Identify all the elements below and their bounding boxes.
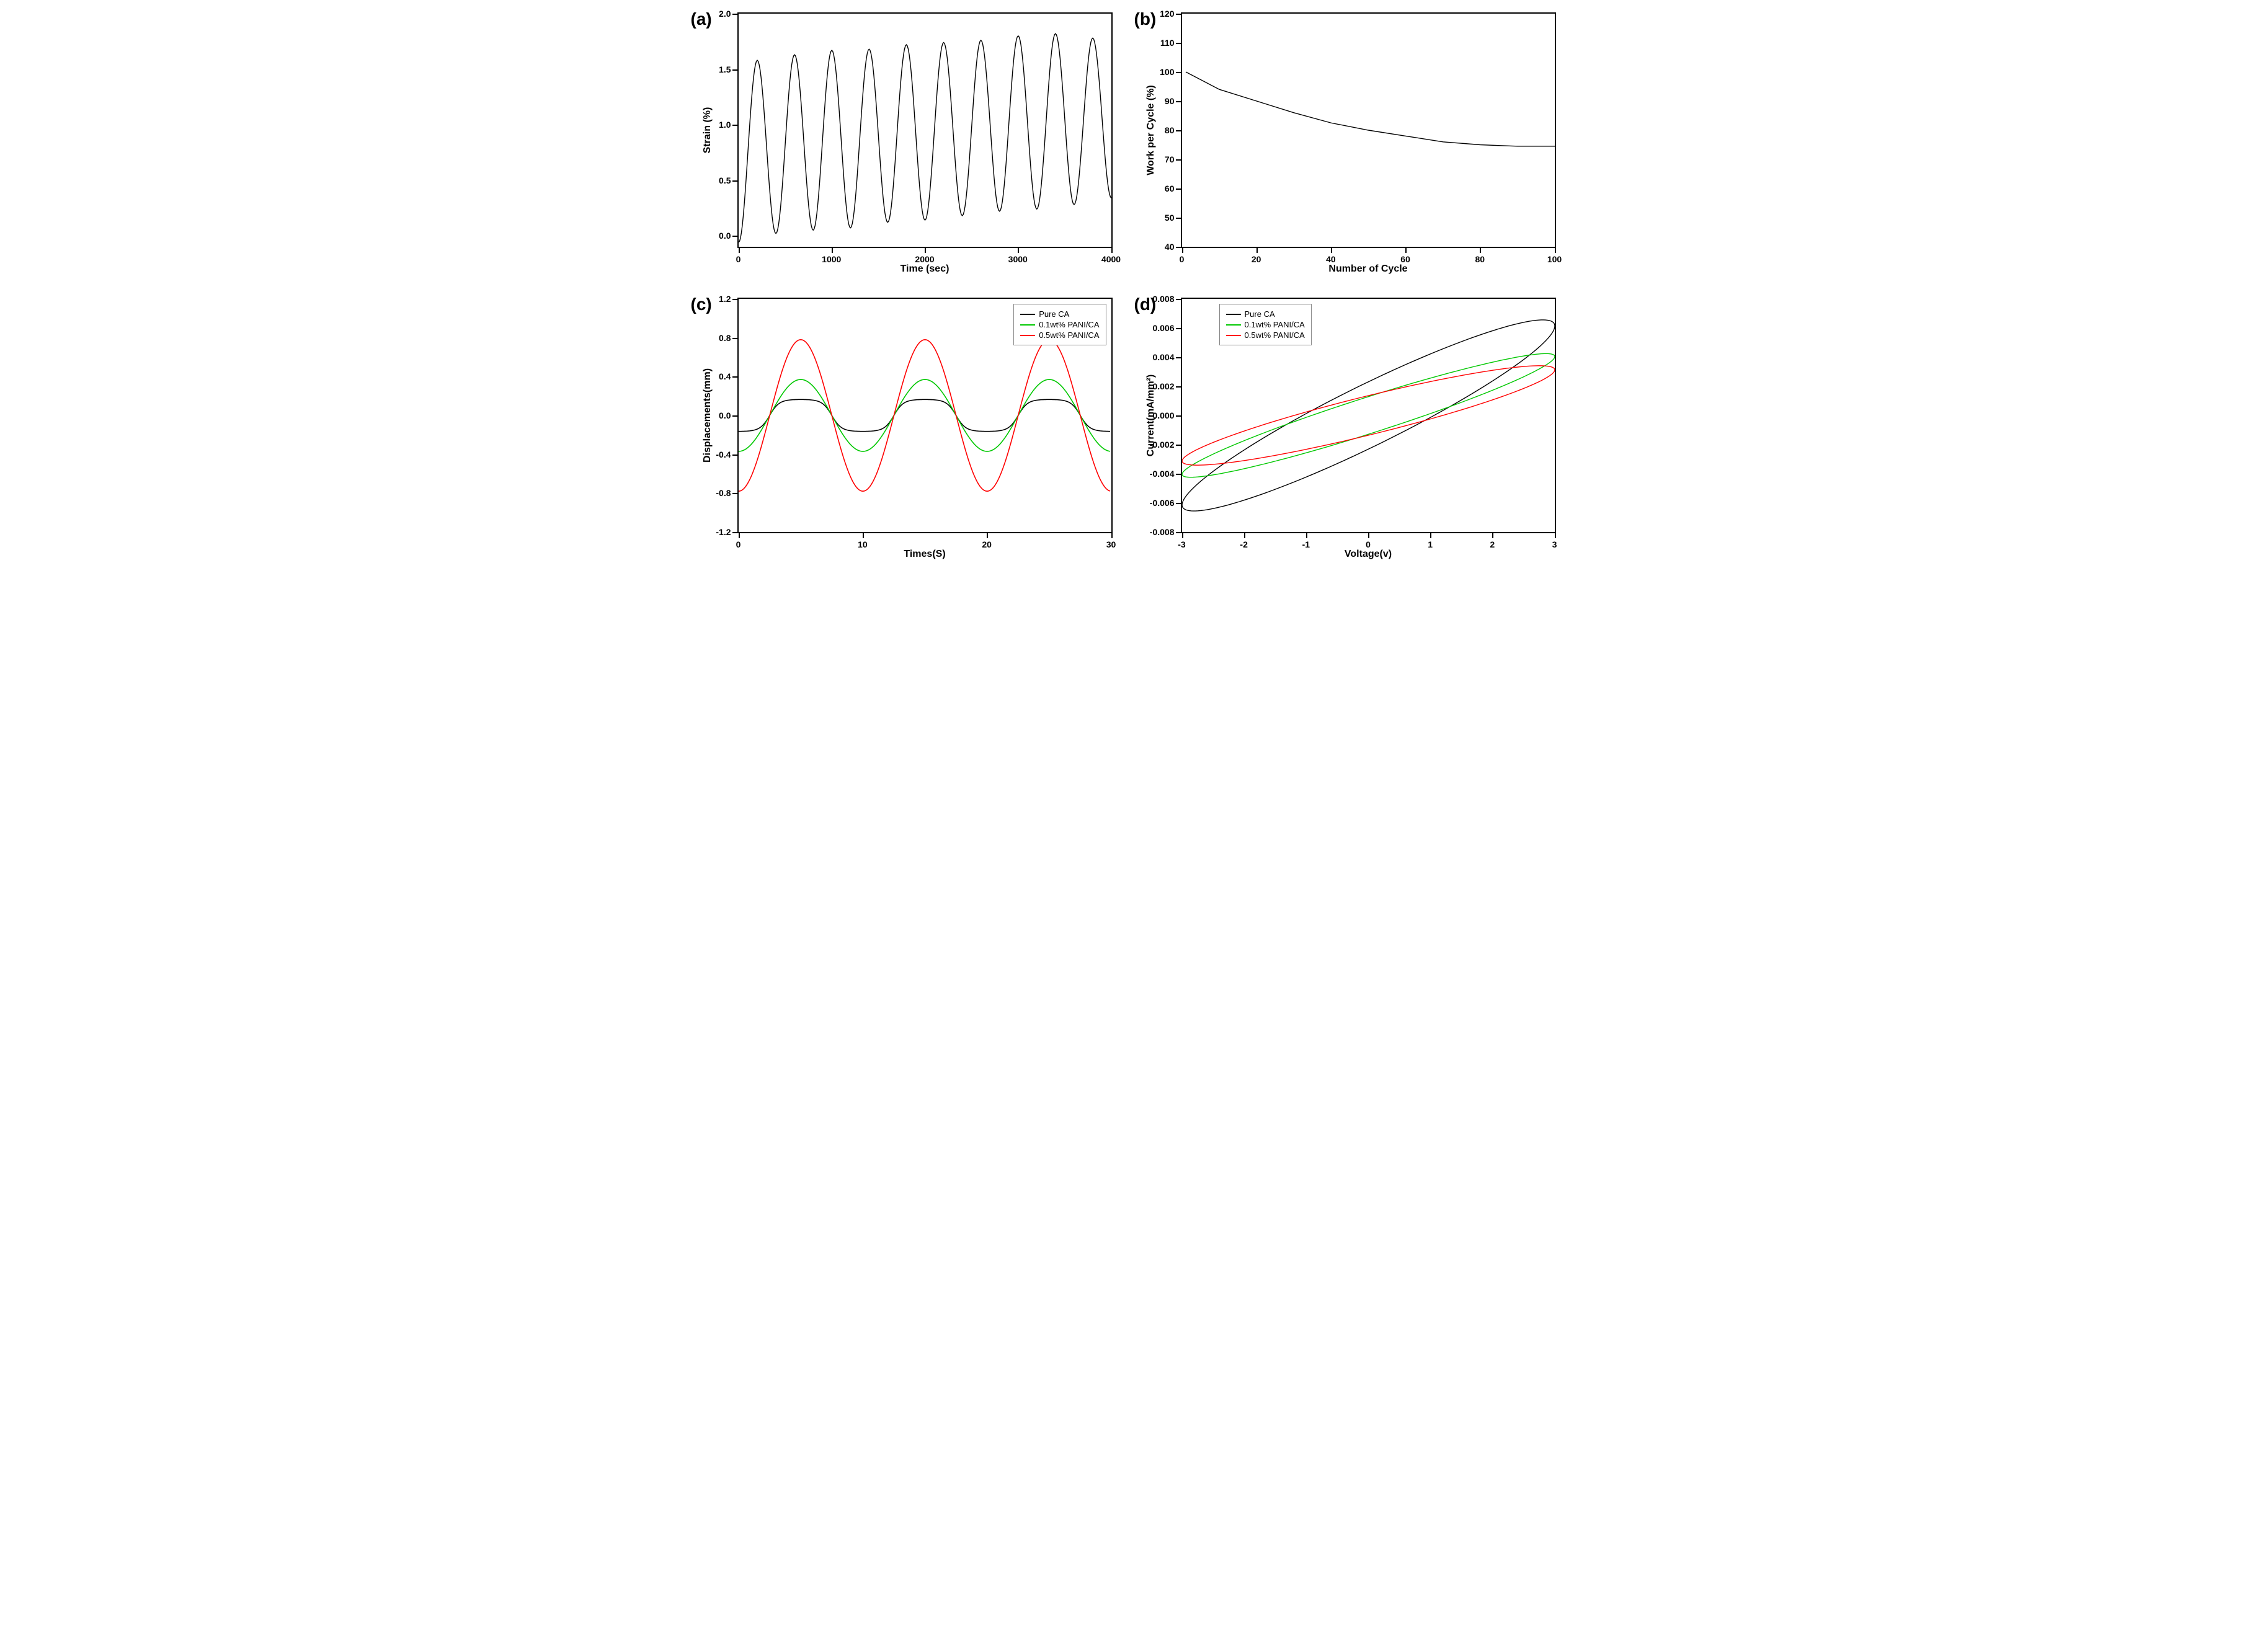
chart-b-xlabel: Number of Cycle [1328, 264, 1407, 275]
legend-row: 0.5wt% PANI/CA [1020, 330, 1099, 340]
chart-b-plot [1182, 14, 1555, 247]
legend-swatch [1020, 314, 1035, 315]
chart-b-ylabel: Work per Cycle (%) [1145, 85, 1157, 175]
chart-a-plot [739, 14, 1111, 247]
chart-b-box: Work per Cycle (%) Number of Cycle 40506… [1181, 12, 1556, 248]
legend-swatch [1226, 324, 1241, 326]
figure-grid: (a) Strain (%) Time (sec) 0.00.51.01.52.… [700, 12, 1568, 564]
chart-a-box: Strain (%) Time (sec) 0.00.51.01.52.0010… [737, 12, 1113, 248]
legend-swatch [1226, 335, 1241, 336]
panel-d: (d) Current(mA/mm²) Voltage(v) Pure CA0.… [1144, 298, 1568, 564]
chart-c-legend: Pure CA0.1wt% PANI/CA0.5wt% PANI/CA [1013, 304, 1106, 345]
chart-d-box: Current(mA/mm²) Voltage(v) Pure CA0.1wt%… [1181, 298, 1556, 533]
legend-label: 0.5wt% PANI/CA [1245, 330, 1305, 340]
legend-row: 0.5wt% PANI/CA [1226, 330, 1305, 340]
chart-c-xlabel: Times(S) [904, 549, 945, 560]
panel-b-label: (b) [1134, 9, 1157, 29]
panel-a: (a) Strain (%) Time (sec) 0.00.51.01.52.… [700, 12, 1125, 279]
panel-d-label: (d) [1134, 295, 1157, 314]
legend-label: Pure CA [1245, 309, 1275, 319]
chart-a-ylabel: Strain (%) [702, 107, 713, 154]
legend-swatch [1020, 335, 1035, 336]
panel-c: (c) Displacements(mm) Times(S) Pure CA0.… [700, 298, 1125, 564]
chart-d-legend: Pure CA0.1wt% PANI/CA0.5wt% PANI/CA [1219, 304, 1312, 345]
panel-c-label: (c) [691, 295, 712, 314]
legend-label: 0.5wt% PANI/CA [1039, 330, 1099, 340]
chart-a-xlabel: Time (sec) [901, 264, 949, 275]
legend-row: Pure CA [1020, 309, 1099, 319]
legend-label: 0.1wt% PANI/CA [1245, 320, 1305, 329]
chart-c-box: Displacements(mm) Times(S) Pure CA0.1wt%… [737, 298, 1113, 533]
legend-swatch [1226, 314, 1241, 315]
legend-swatch [1020, 324, 1035, 326]
panel-a-label: (a) [691, 9, 712, 29]
chart-d-xlabel: Voltage(v) [1345, 549, 1392, 560]
legend-label: 0.1wt% PANI/CA [1039, 320, 1099, 329]
legend-row: 0.1wt% PANI/CA [1226, 320, 1305, 329]
legend-row: 0.1wt% PANI/CA [1020, 320, 1099, 329]
legend-label: Pure CA [1039, 309, 1069, 319]
panel-b: (b) Work per Cycle (%) Number of Cycle 4… [1144, 12, 1568, 279]
chart-c-ylabel: Displacements(mm) [702, 368, 713, 463]
legend-row: Pure CA [1226, 309, 1305, 319]
